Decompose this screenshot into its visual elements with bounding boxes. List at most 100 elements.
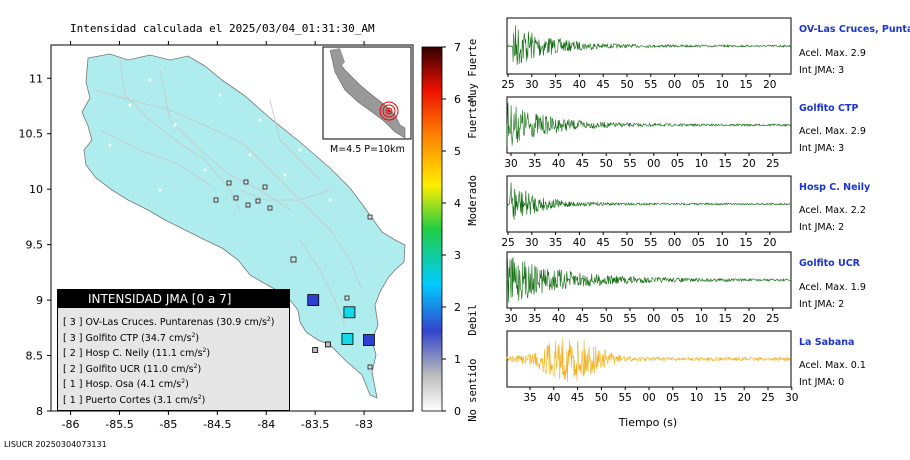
- time-tick-label: 05: [692, 79, 705, 91]
- station-jma: Int JMA: 2: [799, 222, 845, 233]
- time-tick-label: 05: [692, 237, 705, 249]
- time-tick-label: 45: [576, 158, 589, 170]
- station-marker: [341, 333, 354, 345]
- lat-tick-label: 8: [36, 405, 43, 418]
- time-tick-label: 40: [547, 392, 560, 404]
- waveform-panels: 25 30 35 40 45 50 55 00 05 10 15 20 30 35 40 45 50 55 00 05…: [501, 17, 798, 404]
- time-tick-label: 20: [738, 392, 751, 404]
- time-tick-label: 20: [763, 237, 776, 249]
- costa-rica-land: [81, 53, 406, 399]
- colorbar-tick-label: 0: [454, 405, 461, 418]
- colorbar-tick-label: 7: [454, 41, 461, 54]
- time-tick-label: 35: [523, 392, 536, 404]
- legend-row: [ 1 ] Puerto Cortes (3.1 cm/s2): [63, 393, 206, 406]
- city-markers: [108, 78, 332, 202]
- time-tick-label: 45: [597, 79, 610, 91]
- colorbar-ticks: 0 1 2 3 4 5 6 7: [442, 41, 461, 418]
- inset-map: [322, 46, 412, 140]
- time-tick-label: 15: [714, 392, 727, 404]
- time-tick-label: 40: [573, 237, 586, 249]
- time-tick-label: 00: [668, 237, 681, 249]
- station-marker: [343, 306, 356, 319]
- time-tick-label: 45: [597, 237, 610, 249]
- colorbar-label: Moderado: [467, 175, 479, 226]
- time-tick-label: 55: [623, 313, 636, 325]
- footer-id: LISUCR 20250304073131: [4, 440, 107, 449]
- legend-row: [ 3 ] Golfito CTP (34.7 cm/s2): [63, 331, 200, 344]
- lon-tick-label: -84.5: [203, 418, 231, 431]
- lon-tick-label: -85.5: [105, 418, 133, 431]
- time-tick-label: 20: [742, 158, 755, 170]
- time-tick-label: 00: [647, 158, 660, 170]
- time-tick-label: 25: [501, 79, 514, 91]
- legend-row: [ 3 ] OV-Las Cruces. Puntarenas (30.9 cm…: [63, 316, 275, 329]
- epicenter-marker: [379, 101, 399, 121]
- station-name: OV-Las Cruces, Puntar: [799, 24, 910, 35]
- time-tick-label: 15: [719, 313, 732, 325]
- time-tick-label: 25: [501, 237, 514, 249]
- time-tick-label: 35: [528, 313, 541, 325]
- time-tick-label: 20: [763, 79, 776, 91]
- time-tick-label: 15: [739, 237, 752, 249]
- latitude-axis: 11 10.5 10 9.5 9 8.5 8: [19, 72, 51, 418]
- time-tick-label: 10: [690, 392, 703, 404]
- time-tick-label: 25: [766, 313, 779, 325]
- colorbar-tick-label: 2: [454, 301, 461, 314]
- longitude-axis: -86 -85.5 -85 -84.5 -84 -83.5 -83: [62, 41, 373, 431]
- lon-tick-label: -86: [62, 418, 80, 431]
- time-tick-label: 25: [766, 158, 779, 170]
- lat-tick-label: 10.5: [19, 128, 44, 141]
- time-tick-label: 30: [504, 158, 517, 170]
- colorbar-tick-label: 5: [454, 145, 461, 158]
- time-tick-label: 30: [525, 237, 538, 249]
- time-tick-label: 30: [785, 392, 798, 404]
- road-network: [94, 59, 363, 326]
- waveform-trace: [506, 102, 792, 147]
- station-jma: Int JMA: 3: [799, 143, 845, 154]
- lon-tick-label: -83: [355, 418, 373, 431]
- time-tick-label: 50: [595, 392, 608, 404]
- colorbar-tick-label: 1: [454, 353, 461, 366]
- legend-row: [ 2 ] Golfito UCR (11.0 cm/s2): [63, 362, 202, 375]
- time-tick-label: 10: [695, 158, 708, 170]
- time-tick-label: 00: [642, 392, 655, 404]
- time-tick-label: 50: [620, 237, 633, 249]
- lat-tick-label: 9.5: [26, 239, 44, 252]
- waveform-trace: [506, 337, 792, 383]
- lat-tick-label: 10: [29, 183, 43, 196]
- station-marker: [363, 334, 375, 346]
- time-tick-label: 45: [576, 313, 589, 325]
- station-marker: [312, 347, 319, 353]
- time-tick-label: 10: [716, 237, 729, 249]
- time-tick-label: 30: [504, 313, 517, 325]
- time-tick-label: 55: [644, 79, 657, 91]
- colorbar-label: Debil: [467, 304, 479, 336]
- map-title: Intensidad calculada el 2025/03/04_01:31…: [70, 22, 375, 35]
- station-name: Golfito CTP: [799, 103, 859, 114]
- time-tick-label: 20: [742, 313, 755, 325]
- lon-tick-label: -85: [159, 418, 177, 431]
- time-tick-label: 55: [644, 237, 657, 249]
- station-marker: [307, 294, 320, 306]
- time-tick-label: 05: [671, 313, 684, 325]
- station-jma: Int JMA: 2: [799, 299, 845, 310]
- lon-tick-label: -84: [257, 418, 275, 431]
- station-acel: Acel. Max. 1.9: [799, 282, 866, 293]
- station-marker: [324, 341, 331, 348]
- time-tick-label: 10: [695, 313, 708, 325]
- time-tick-label: 50: [620, 79, 633, 91]
- waveform-trace: [506, 257, 792, 303]
- lat-tick-label: 9: [36, 294, 43, 307]
- time-tick-label: 00: [668, 79, 681, 91]
- station-acel: Acel. Max. 0.1: [799, 360, 866, 371]
- station-acel: Acel. Max. 2.2: [799, 205, 866, 216]
- legend-row: [ 1 ] Hosp. Osa (4.1 cm/s2): [63, 378, 189, 391]
- inset-label: M=4.5 P=10km: [330, 144, 405, 155]
- station-acel: Acel. Max. 2.9: [799, 126, 866, 137]
- waveform-trace: [506, 25, 792, 65]
- time-tick-label: 35: [549, 79, 562, 91]
- time-tick-label: 50: [600, 313, 613, 325]
- colorbar-tick-label: 3: [454, 249, 461, 262]
